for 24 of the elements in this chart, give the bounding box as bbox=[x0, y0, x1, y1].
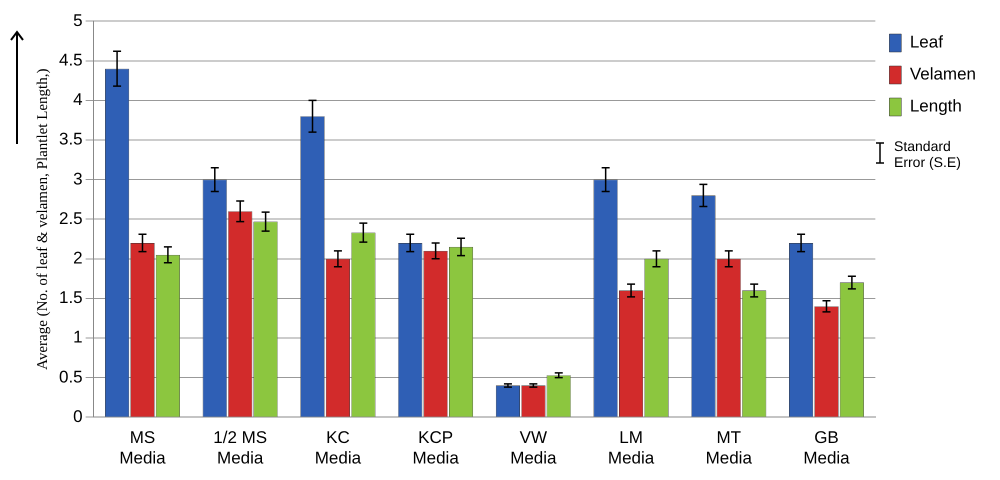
legend-label: Length bbox=[910, 96, 962, 116]
y-tick-label: 5 bbox=[73, 10, 83, 30]
y-tick-label: 1.5 bbox=[58, 288, 83, 308]
x-tick-label: KCP Media bbox=[412, 428, 460, 468]
y-tick-label: 2.5 bbox=[58, 208, 83, 228]
x-tick-label: MS Media bbox=[119, 428, 166, 468]
x-tick-label: MT Media bbox=[706, 428, 752, 468]
x-tick-label: VW Media bbox=[510, 428, 558, 468]
x-tick-label: 1/2 MS Media bbox=[213, 428, 268, 468]
y-tick-label: 1 bbox=[73, 328, 83, 347]
y-tick-label: 2 bbox=[73, 248, 83, 268]
y-tick-label: 0.5 bbox=[58, 367, 83, 386]
y-tick-label: 0 bbox=[73, 406, 83, 426]
x-tick-label: LM Media bbox=[608, 428, 655, 468]
y-tick-label: 4 bbox=[73, 90, 83, 110]
x-tick-label: KC Media bbox=[314, 428, 362, 468]
text: Standard Error (S.E) bbox=[894, 138, 962, 170]
y-tick-label: 3.5 bbox=[58, 130, 83, 149]
y-axis-title: Average (No. of leaf & velamen, Plantlet Length,) bbox=[34, 68, 51, 370]
y-tick-label: 4.5 bbox=[58, 50, 83, 70]
x-tick-label: GB Media bbox=[803, 428, 850, 468]
legend-label: Velamen bbox=[910, 64, 976, 84]
legend-label: Leaf bbox=[910, 32, 944, 52]
y-tick-label: 3 bbox=[73, 169, 83, 188]
